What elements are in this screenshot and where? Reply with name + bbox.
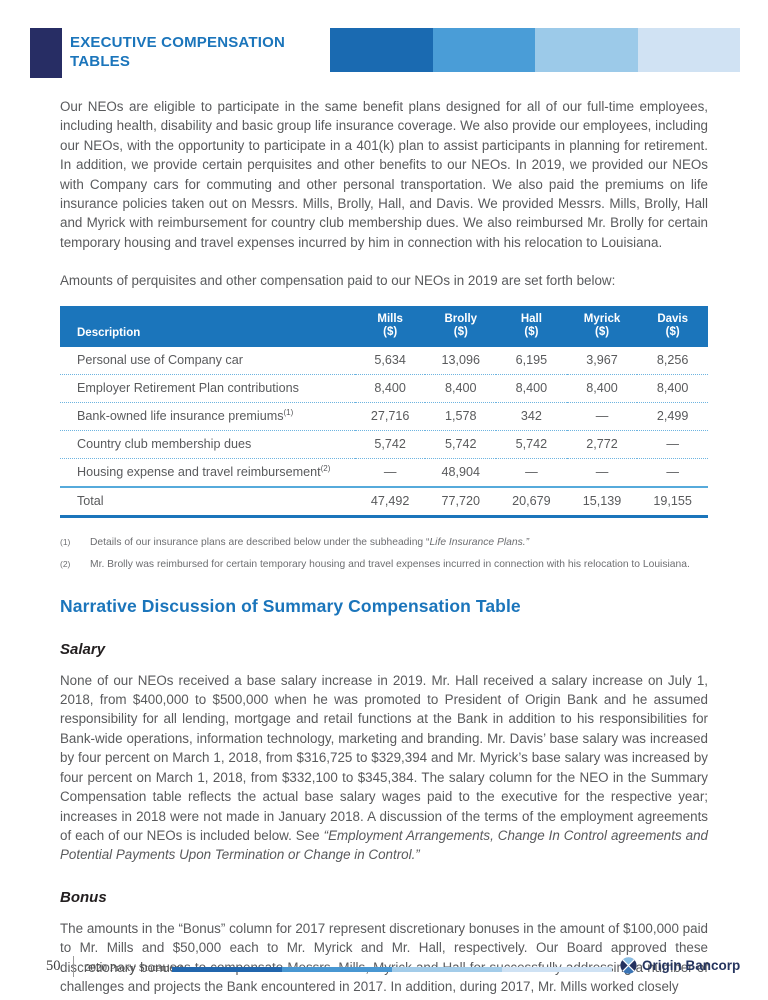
document-title: 2020 Proxy Statement (85, 962, 183, 974)
table-row-1-value-5: 8,256 (637, 346, 708, 375)
table-total-row-value-4: 15,139 (566, 486, 638, 518)
footnote-1: (1) Details of our insurance plans are de… (60, 536, 708, 549)
perquisites-table-header: Description Mills ($) Brolly ($) Hall ($) Myric… (60, 305, 708, 347)
table-row-2-value-2: 8,400 (425, 374, 497, 403)
table-row-5-value-3: — (496, 458, 567, 488)
page-title-line1: EXECUTIVE COMPENSATION (70, 34, 285, 51)
footnote-2-text: Mr. Brolly was reimbursed for certain te… (90, 558, 690, 570)
footnote-1-marker: (1) (60, 536, 71, 547)
table-row-3-value-3: 342 (496, 402, 567, 431)
table-row-3: Bank-owned life insurance premiums(1) 27,… (60, 402, 708, 431)
table-row-5-value-5: — (637, 458, 708, 488)
column-header-hall: Hall ($) (496, 305, 567, 347)
table-total-row: Total 47,492 77,720 20,679 15,139 19,155 (60, 486, 708, 518)
column-header-description: Description (60, 305, 355, 347)
table-row-3-value-2: 1,578 (425, 402, 497, 431)
main-content: Our NEOs are eligible to participate in … (60, 97, 708, 996)
salary-paragraph-text: None of our NEOs received a base salary … (60, 672, 708, 843)
table-row-4-value-2: 5,742 (425, 430, 497, 459)
column-header-davis: Davis ($) (637, 305, 708, 347)
footer-bar-segment-4 (502, 967, 612, 972)
column-header-myrick: Myrick ($) (566, 305, 638, 347)
table-row-5-value-4: — (566, 458, 638, 488)
table-row-1-value-4: 3,967 (566, 346, 638, 375)
header-gradient-bar (330, 28, 740, 72)
footnote-marker: (1) (283, 407, 294, 417)
table-row-5-value-1: — (354, 458, 426, 488)
table-row-2-value-1: 8,400 (354, 374, 426, 403)
footnotes: (1) Details of our insurance plans are de… (60, 536, 708, 571)
table-total-row-value-5: 19,155 (637, 486, 708, 518)
table-total-row-value-2: 77,720 (425, 486, 497, 518)
page-footer: 50 2020 Proxy Statement Origin Bancorp (0, 952, 768, 986)
footer-gradient-bar (172, 967, 612, 972)
table-total-row-value-3: 20,679 (496, 486, 567, 518)
brand-name: Origin Bancorp (642, 958, 741, 973)
page-number: 50 (46, 958, 61, 974)
header-bar-segment-2 (432, 28, 535, 72)
table-row-4: Country club membership dues 5,742 5,742 5,… (60, 430, 708, 459)
table-row-3-value-5: 2,499 (637, 402, 708, 431)
footer-bar-segment-2 (282, 967, 392, 972)
column-header-brolly: Brolly ($) (425, 305, 497, 347)
table-total-row-description: Total (60, 486, 355, 518)
table-row-2-value-3: 8,400 (496, 374, 567, 403)
table-row-3-value-1: 27,716 (354, 402, 426, 431)
header-bar-segment-4 (637, 28, 740, 72)
salary-paragraph-reference: “Employment Arrangements, Change In Cont… (60, 827, 708, 863)
table-row-2-value-4: 8,400 (566, 374, 638, 403)
narrative-section-heading: Narrative Discussion of Summary Compensa… (60, 595, 521, 616)
section-marker-square (30, 28, 62, 78)
footer-divider (73, 956, 74, 977)
salary-paragraph: None of our NEOs received a base salary … (60, 671, 708, 865)
column-header-mills: Mills ($) (354, 305, 426, 347)
table-row-5: Housing expense and travel reimbursement… (60, 458, 708, 488)
footer-bar-segment-1 (172, 967, 282, 972)
table-row-3-value-4: — (566, 402, 638, 431)
footnote-2-marker: (2) (60, 558, 71, 569)
brand-lockup: Origin Bancorp (620, 957, 740, 974)
table-row-1-value-1: 5,634 (354, 346, 426, 375)
origin-bancorp-logo-icon (620, 957, 637, 974)
page-title: EXECUTIVE COMPENSATION TABLES (70, 33, 285, 71)
table-row-2-value-5: 8,400 (637, 374, 708, 403)
table-row-4-description: Country club membership dues (60, 430, 355, 459)
table-row-4-value-5: — (637, 430, 708, 459)
table-row-3-description: Bank-owned life insurance premiums(1) (60, 402, 355, 431)
table-row-1: Personal use of Company car 5,634 13,096 6,… (60, 346, 708, 375)
page-title-line2: TABLES (70, 53, 131, 70)
table-row-4-value-1: 5,742 (354, 430, 426, 459)
perquisites-table: Description Mills ($) Brolly ($) Hall ($) Myric… (60, 305, 708, 518)
table-row-4-value-4: 2,772 (566, 430, 638, 459)
intro-paragraph: Our NEOs are eligible to participate in … (60, 99, 708, 250)
header-bar-segment-3 (535, 28, 638, 72)
bonus-paragraph: The amounts in the “Bonus” column for 20… (60, 920, 708, 994)
footer-bar-segment-3 (392, 967, 502, 972)
table-row-2: Employer Retirement Plan contributions 8,… (60, 374, 708, 403)
table-row-1-value-3: 6,195 (496, 346, 567, 375)
table-row-2-description: Employer Retirement Plan contributions (60, 374, 355, 403)
table-row-5-value-2: 48,904 (425, 458, 497, 488)
salary-heading: Salary (60, 640, 106, 658)
bonus-heading: Bonus (60, 888, 107, 906)
table-row-1-description: Personal use of Company car (60, 346, 355, 375)
table-total-row-value-1: 47,492 (354, 486, 426, 518)
table-row-1-value-2: 13,096 (425, 346, 497, 375)
footnote-marker: (2) (320, 463, 331, 473)
table-lead-in: Amounts of perquisites and other compens… (60, 273, 616, 289)
footnote-1-text: Details of our insurance plans are descr… (90, 536, 530, 548)
footnote-2: (2) Mr. Brolly was reimbursed for certain… (60, 558, 708, 571)
table-row-4-value-3: 5,742 (496, 430, 567, 459)
table-row-5-description: Housing expense and travel reimbursement… (60, 458, 355, 488)
header-bar-segment-1 (330, 28, 433, 72)
